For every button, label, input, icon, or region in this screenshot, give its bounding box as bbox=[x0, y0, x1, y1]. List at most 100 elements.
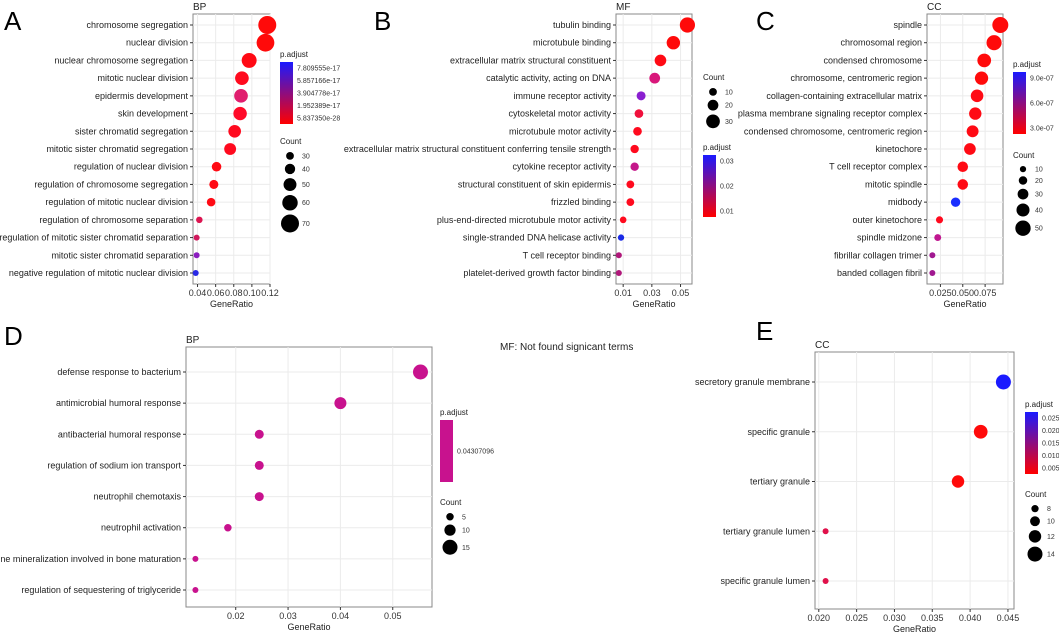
color-legend-label: 6.0e-07 bbox=[1030, 101, 1054, 108]
term-label: mitotic spindle bbox=[865, 179, 922, 189]
color-legend-label: 7.809555e-17 bbox=[297, 66, 340, 73]
term-label: skin development bbox=[118, 109, 189, 119]
term-label: collagen-containing extracellular matrix bbox=[766, 91, 922, 101]
x-tick-label: 0.10 bbox=[243, 288, 261, 298]
size-legend-title: Count bbox=[703, 73, 725, 82]
data-point bbox=[615, 252, 622, 259]
color-legend-label: 5.857166e-17 bbox=[297, 78, 340, 85]
term-label: regulation of sodium ion transport bbox=[47, 460, 181, 470]
data-point bbox=[626, 198, 635, 207]
data-point bbox=[334, 397, 347, 410]
data-point bbox=[615, 270, 622, 276]
term-label: epidermis development bbox=[95, 91, 189, 101]
data-point bbox=[986, 35, 1002, 51]
size-legend-label: 14 bbox=[1047, 552, 1055, 559]
term-label: mitotic nuclear division bbox=[97, 73, 188, 83]
panel-title: CC bbox=[815, 340, 829, 351]
x-tick-label: 0.01 bbox=[614, 288, 632, 298]
x-axis-label: GeneRatio bbox=[210, 299, 253, 309]
x-tick-label: 0.05 bbox=[672, 288, 690, 298]
panel-title: BP bbox=[186, 335, 200, 346]
size-legend-title: Count bbox=[1013, 151, 1035, 160]
data-point bbox=[254, 429, 264, 439]
size-legend-dot bbox=[1031, 505, 1039, 513]
term-label: neutrophil activation bbox=[101, 523, 181, 533]
term-label: T cell receptor binding bbox=[523, 250, 611, 260]
x-axis-label: GeneRatio bbox=[632, 299, 675, 309]
color-legend-label: 3.0e-07 bbox=[1030, 126, 1054, 133]
x-tick-label: 0.05 bbox=[384, 611, 402, 621]
term-label: nuclear division bbox=[126, 38, 188, 48]
data-point bbox=[634, 109, 644, 118]
x-tick-label: 0.06 bbox=[207, 288, 225, 298]
term-label: mitotic sister chromatid segregation bbox=[46, 144, 188, 154]
term-label: nuclear chromosome segregation bbox=[54, 55, 188, 65]
size-legend-dot bbox=[282, 195, 298, 211]
x-tick-label: 0.025 bbox=[929, 288, 952, 298]
data-point bbox=[235, 71, 249, 85]
data-point bbox=[241, 52, 257, 68]
data-point bbox=[258, 16, 277, 34]
size-legend-label: 20 bbox=[1035, 178, 1043, 185]
data-point bbox=[649, 72, 661, 84]
x-tick-label: 0.03 bbox=[643, 288, 661, 298]
plot-panel bbox=[814, 351, 1015, 610]
data-point bbox=[822, 578, 829, 584]
term-label: secretory granule membrane bbox=[695, 377, 810, 387]
size-legend-label: 50 bbox=[302, 182, 310, 189]
term-label: microtubule motor activity bbox=[509, 126, 612, 136]
size-legend-dot bbox=[707, 99, 719, 111]
data-point bbox=[822, 528, 829, 535]
data-point bbox=[192, 587, 199, 593]
data-point bbox=[233, 106, 247, 121]
size-legend-label: 60 bbox=[302, 200, 310, 207]
size-legend-dot bbox=[283, 178, 297, 192]
x-tick-label: 0.04 bbox=[189, 288, 207, 298]
data-point bbox=[211, 161, 222, 172]
panel-letter: C bbox=[756, 6, 775, 36]
size-legend-label: 20 bbox=[725, 103, 733, 110]
term-label: kinetochore bbox=[875, 144, 922, 154]
x-tick-label: 0.12 bbox=[261, 288, 279, 298]
term-label: specific granule bbox=[747, 427, 810, 437]
data-point bbox=[654, 54, 667, 67]
term-label: cytokine receptor activity bbox=[512, 162, 611, 172]
x-tick-label: 0.050 bbox=[951, 288, 974, 298]
term-label: midbody bbox=[888, 197, 923, 207]
x-tick-label: 0.03 bbox=[279, 611, 297, 621]
data-point bbox=[929, 252, 936, 259]
color-legend-label: 3.904778e-17 bbox=[297, 91, 340, 98]
term-label: outer kinetochore bbox=[852, 215, 922, 225]
data-point bbox=[630, 162, 639, 171]
data-point bbox=[970, 89, 984, 103]
data-point bbox=[957, 179, 969, 190]
size-legend-title: Count bbox=[1025, 490, 1047, 499]
term-label: frizzled binding bbox=[551, 197, 611, 207]
x-tick-label: 0.02 bbox=[227, 611, 245, 621]
size-legend-label: 30 bbox=[302, 153, 310, 160]
panel-title: BP bbox=[193, 2, 207, 13]
term-label: condensed chromosome, centromeric region bbox=[744, 126, 922, 136]
data-point bbox=[995, 374, 1011, 390]
size-legend-dot bbox=[709, 88, 717, 96]
term-label: plus-end-directed microtubule motor acti… bbox=[437, 215, 612, 225]
term-label: chromosomal region bbox=[840, 38, 922, 48]
color-legend-title: p.adjust bbox=[440, 408, 469, 417]
data-point bbox=[630, 144, 639, 154]
data-point bbox=[633, 126, 642, 136]
data-point bbox=[224, 143, 237, 155]
panel-letter: A bbox=[4, 6, 22, 36]
x-tick-label: 0.020 bbox=[808, 613, 831, 623]
panel-b: B MF 0.01 0.03 0.05 tubulin binding microtubul… bbox=[344, 2, 734, 309]
x-tick-label: 0.030 bbox=[883, 613, 906, 623]
color-legend-bar bbox=[440, 420, 453, 482]
term-label: extracellular matrix structural constitu… bbox=[344, 144, 611, 154]
size-legend-dot bbox=[281, 214, 299, 233]
data-point bbox=[234, 89, 248, 103]
size-legend-label: 30 bbox=[725, 119, 733, 126]
term-label: single-stranded DNA helicase activity bbox=[463, 233, 612, 243]
term-label: regulation of mitotic sister chromatid s… bbox=[0, 233, 188, 243]
data-point bbox=[192, 270, 199, 276]
data-point bbox=[254, 492, 264, 502]
